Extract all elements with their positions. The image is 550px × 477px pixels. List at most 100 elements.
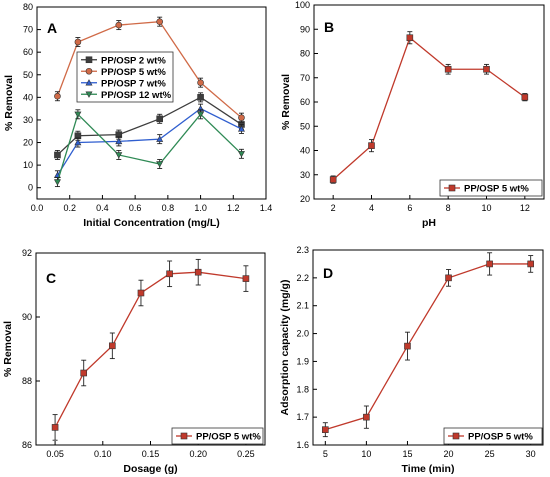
data-point xyxy=(74,38,82,46)
legend-item: PP/OSP 5 wt% xyxy=(444,184,529,195)
y-tick-label: 92 xyxy=(22,248,32,258)
legend-box xyxy=(443,427,543,445)
y-tick-label: 80 xyxy=(23,2,33,12)
series-2 xyxy=(54,16,245,123)
data-point xyxy=(238,114,245,121)
y-tick-label: 1.8 xyxy=(296,384,309,394)
series-1 xyxy=(51,258,250,441)
data-point xyxy=(329,176,337,183)
legend: PP/OSP 5 wt% xyxy=(171,427,264,445)
legend-label: PP/OSP 7 wt% xyxy=(101,78,166,89)
panel-c: 0.05 0.10 0.15 0.20 0.25 86 88 90 92 Dosage (g) % … xyxy=(2,248,266,475)
data-point xyxy=(197,94,204,101)
data-point xyxy=(444,65,452,73)
x-axis-label: Time (min) xyxy=(402,463,455,475)
x-tick-label: 0.4 xyxy=(96,203,109,213)
y-tick-label: 30 xyxy=(23,115,33,125)
panel-d: 5 10 15 20 25 30 1.6 1.7 1.8 1.9 2.0 2.1 2.2 2.3 Time … xyxy=(279,245,544,475)
y-tick-label: 20 xyxy=(23,138,33,148)
data-point xyxy=(156,115,163,123)
x-tick-label: 0.2 xyxy=(63,203,76,213)
series-1 xyxy=(322,252,534,438)
series-3 xyxy=(53,103,245,181)
legend-item: PP/OSP 2 wt% xyxy=(81,55,166,66)
y-tick-label: 80 xyxy=(300,49,310,59)
y-tick-label: 70 xyxy=(300,73,310,83)
y-tick-label: 2.1 xyxy=(296,301,309,311)
series-line xyxy=(56,107,242,176)
legend-label: PP/OSP 5 wt% xyxy=(468,432,533,443)
data-point xyxy=(242,275,250,282)
legend: PP/OSP 5 wt% xyxy=(443,427,543,445)
data-point xyxy=(156,161,164,168)
y-tick-label: 60 xyxy=(23,47,33,57)
x-tick-label: 8 xyxy=(446,203,451,213)
legend-marker xyxy=(85,91,93,98)
y-tick-label: 60 xyxy=(300,97,310,107)
y-tick-label: 2.3 xyxy=(296,245,309,255)
plot-frame xyxy=(35,252,266,446)
data-point xyxy=(322,426,329,433)
y-tick-label: 30 xyxy=(300,170,310,180)
legend-marker xyxy=(180,432,188,440)
y-tick-label: 40 xyxy=(23,92,33,102)
legend-item: PP/OSP 5 wt% xyxy=(81,67,166,78)
panel-letter: C xyxy=(46,270,56,286)
data-point xyxy=(445,274,452,282)
series-line xyxy=(56,21,242,119)
legend: PP/OSP 5 wt% xyxy=(439,179,543,197)
plot-frame xyxy=(312,249,544,446)
data-point xyxy=(483,65,490,73)
plot-frame xyxy=(36,6,267,200)
x-tick-label: 1.2 xyxy=(227,203,240,213)
x-tick-label: 0.6 xyxy=(129,203,142,213)
y-tick-label: 40 xyxy=(300,146,310,156)
data-point xyxy=(156,18,163,25)
series-1 xyxy=(54,92,245,160)
data-point xyxy=(53,179,61,186)
x-axis-label: Initial Concentration (mg/L) xyxy=(83,217,220,229)
legend-item: PP/OSP 5 wt% xyxy=(176,432,261,443)
legend-item: PP/OSP 12 wt% xyxy=(81,90,172,101)
legend-item: PP/OSP 7 wt% xyxy=(81,78,166,89)
series-line xyxy=(56,113,242,183)
data-point xyxy=(51,424,59,431)
y-tick-label: 90 xyxy=(22,312,32,322)
x-tick-label: 1.4 xyxy=(260,203,273,213)
y-tick-label: 10 xyxy=(23,160,33,170)
y-tick-label: 70 xyxy=(23,25,33,35)
y-tick-label: 0 xyxy=(28,183,33,193)
data-point xyxy=(404,342,411,350)
series-line xyxy=(54,271,247,428)
plot-frame xyxy=(313,4,545,200)
data-point xyxy=(368,142,375,149)
data-point xyxy=(521,93,529,101)
data-point xyxy=(54,151,61,159)
y-tick-label: 50 xyxy=(300,121,310,131)
x-axis-label: pH xyxy=(422,217,436,229)
series-1 xyxy=(329,31,529,184)
series-line xyxy=(325,263,531,431)
data-point xyxy=(109,342,116,350)
panel-a: 0.0 0.2 0.4 0.6 0.8 1.0 1.2 1.4 0 10 20 30 40 50 60 70 8… xyxy=(3,2,272,229)
y-tick-label: 86 xyxy=(22,440,32,450)
data-point xyxy=(54,92,61,100)
y-tick-label: 1.6 xyxy=(296,440,309,450)
x-tick-label: 4 xyxy=(369,203,374,213)
x-tick-label: 20 xyxy=(444,449,454,459)
x-tick-label: 15 xyxy=(402,449,412,459)
y-tick-label: 1.9 xyxy=(296,356,309,366)
data-point xyxy=(80,369,88,377)
x-tick-label: 10 xyxy=(361,449,371,459)
panel-letter: D xyxy=(323,265,333,281)
legend-label: PP/OSP 5 wt% xyxy=(464,184,529,195)
data-point xyxy=(137,289,145,297)
data-point xyxy=(115,21,123,29)
data-point xyxy=(115,137,123,145)
legend-label: PP/OSP 2 wt% xyxy=(101,55,166,66)
x-tick-label: 5 xyxy=(323,449,328,459)
y-tick-label: 1.7 xyxy=(296,412,309,422)
legend-label: PP/OSP 5 wt% xyxy=(101,67,166,78)
x-tick-label: 6 xyxy=(407,203,412,213)
data-point xyxy=(486,260,493,268)
